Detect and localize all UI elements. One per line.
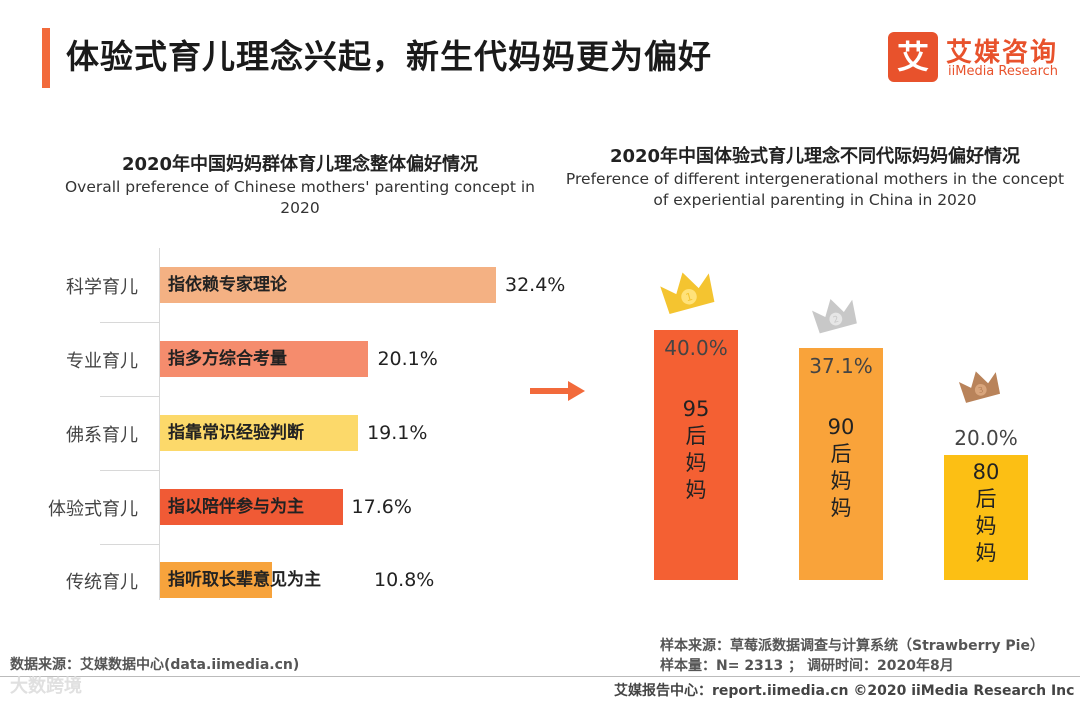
footer-copyright: 艾媒报告中心：report.iimedia.cn ©2020 iiMedia R… [614,683,1075,699]
bar-category-label: 80 后 妈 妈 [972,460,1000,565]
bar-category-label: 90 后 妈 妈 [827,415,855,521]
row-divider [100,470,160,471]
data-label: 40.0% [664,336,728,360]
bar [944,455,1028,580]
right-chart-title-en: Preference of different intergenerationa… [565,170,1065,209]
data-source: 数据来源：艾媒数据中心(data.iimedia.cn) [10,657,300,673]
bar [799,348,883,580]
category-label: 体验式育儿 [48,499,138,520]
bar-description: 指靠常识经验判断 [168,423,304,443]
y-axis-line [159,248,160,600]
data-label: 20.0% [954,426,1018,450]
footer-divider [0,676,1080,677]
logo-mark: 艾 [888,32,938,82]
sample-info: 样本来源：草莓派数据调查与计算系统（Strawberry Pie） 样本量：N=… [660,636,1044,676]
rank-2-crown-icon: 2 [812,299,857,334]
page-title: 体验式育儿理念兴起，新生代妈妈更为偏好 [66,37,712,76]
right-chart-title-cn: 2020年中国体验式育儿理念不同代际妈妈偏好情况 [609,146,1021,167]
data-label: 10.8% [374,569,435,591]
row-divider [100,396,160,397]
bar [160,489,343,525]
bar-description: 指多方综合考量 [168,349,287,369]
arrow-right-icon [530,381,585,401]
bar [160,415,359,451]
data-label: 19.1% [367,422,428,444]
svg-text:2: 2 [832,315,840,326]
bar [654,330,738,580]
title-accent-bar [42,28,50,88]
category-label: 传统育儿 [66,572,138,593]
svg-text:1: 1 [684,290,694,304]
category-label: 专业育儿 [66,351,138,372]
data-label: 37.1% [809,354,873,379]
sample-source: 样本来源：草莓派数据调查与计算系统（Strawberry Pie） [660,638,1044,654]
category-label: 佛系育儿 [66,425,138,446]
iimedia-logo: 艾 艾媒咨询 iiMedia Research [888,32,1063,82]
bar-description: 指以陪伴参与为主 [168,497,304,517]
category-label: 科学育儿 [66,277,138,298]
rank-1-crown-icon: 1 [660,272,715,314]
bar [160,341,369,377]
rank-3-crown-icon: 3 [958,371,1001,403]
svg-text:3: 3 [977,385,984,395]
bar-category-label: 95 后 妈 妈 [682,397,710,502]
row-divider [100,544,160,545]
data-label: 20.1% [377,348,438,370]
logo-text-en: iiMedia Research [948,64,1059,79]
bar-description: 指听取长辈意见为主 [168,570,321,590]
left-chart-title-en: Overall preference of Chinese mothers' p… [64,178,536,217]
left-chart-title-cn: 2020年中国妈妈群体育儿理念整体偏好情况 [121,154,479,175]
watermark: 大数跨境 [10,676,82,697]
bar [160,267,496,303]
data-label: 17.6% [351,496,412,518]
data-label: 32.4% [505,274,566,296]
bar-description: 指依赖专家理论 [168,275,287,295]
bar [160,562,272,598]
row-divider [100,322,160,323]
logo-text-cn: 艾媒咨询 [946,38,1059,68]
sample-size: 样本量：N= 2313 ； 调研时间：2020年8月 [660,658,954,674]
